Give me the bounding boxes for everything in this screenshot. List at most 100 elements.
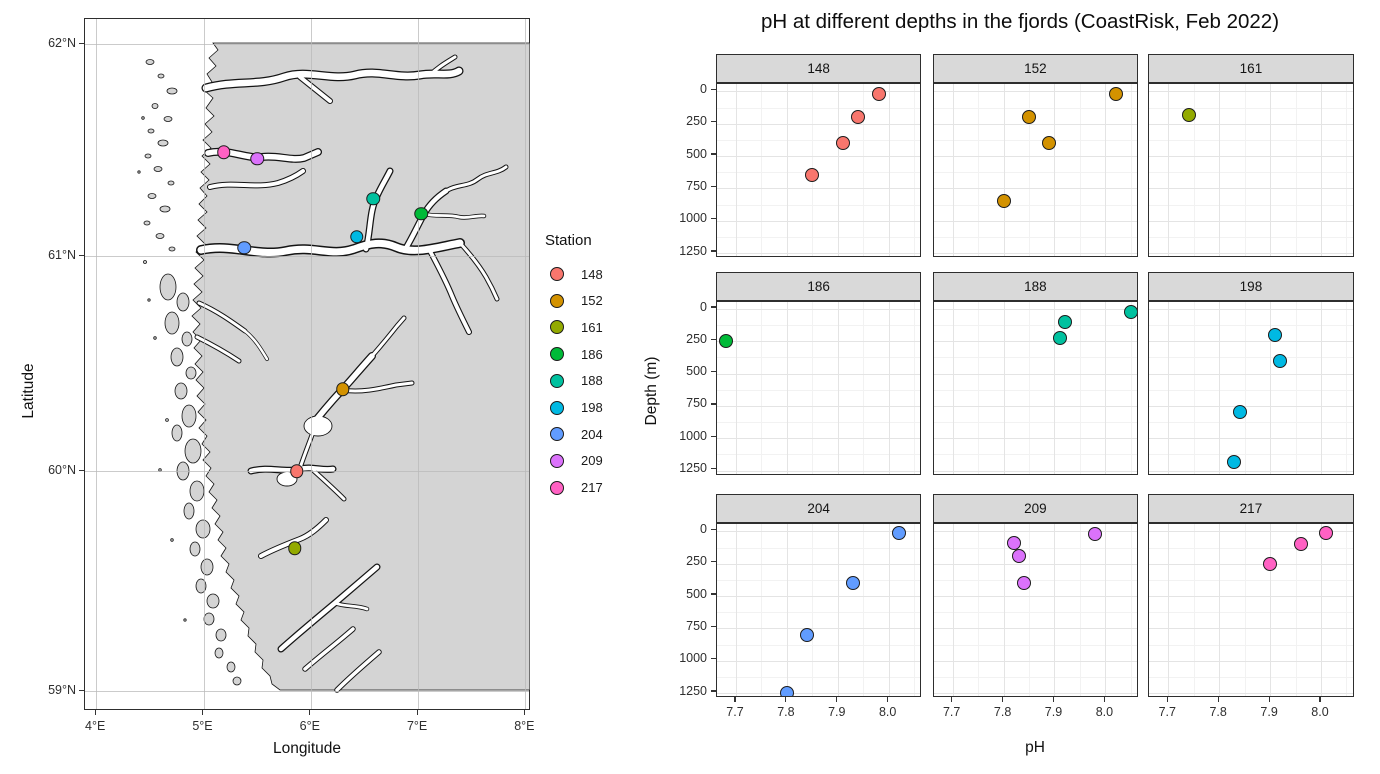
data-point-station-152 [1022,110,1037,125]
facet-panel-204 [716,522,922,698]
legend-item-label: 148 [581,266,603,282]
ph-tick-label: 7.7 [726,705,744,720]
gridline-major [1149,438,1353,440]
facet-strip-148: 148 [716,53,922,84]
gridline-major [717,373,921,375]
map-y-tick-mark [79,689,84,691]
depth-tick-label: 0 [700,81,707,96]
gridline-minor [1149,139,1353,141]
data-point-station-148 [835,136,850,151]
facet-panel-186 [716,299,922,475]
gridline-major [717,660,921,662]
gridline-major [1054,84,1056,257]
map-y-tick-mark [79,254,84,256]
gridline-minor [1149,454,1353,456]
gridline-minor [1149,612,1353,614]
gridline-minor [1149,422,1353,424]
gridline-major [1054,301,1056,474]
legend-item-209: 209 [541,449,651,473]
data-point-station-188 [1057,314,1072,329]
gridline-major [888,301,890,474]
gridline-major [1149,156,1353,158]
map-point-station-204 [237,240,252,255]
map-gridline [85,471,529,472]
gridline-minor [914,524,916,697]
gridline-major [837,84,839,257]
depth-tick-label: 750 [686,618,707,633]
depth-tick-mark [710,88,716,90]
gridline-major [933,563,1137,565]
depth-tick-mark [710,121,716,123]
depth-tick-label: 500 [686,586,707,601]
ph-tick-label: 7.9 [1260,705,1278,720]
gridline-major [717,628,921,630]
legend-item-152: 152 [541,289,651,313]
data-point-station-198 [1273,353,1288,368]
ph-tick-label: 8.0 [1095,705,1114,720]
depth-tick-label: 500 [686,146,707,161]
legend-title: Station [545,232,592,249]
gridline-major [1270,301,1272,474]
gridline-major [837,524,839,697]
gridline-minor [717,579,921,581]
map-point-station-198 [350,230,364,244]
depth-tick-mark [710,371,716,373]
ph-tick-mark [785,697,787,703]
gridline-minor [812,524,814,697]
gridline-minor [1346,301,1348,474]
gridline-major [1270,84,1272,257]
depth-tick-mark [710,625,716,627]
gridline-minor [933,644,1137,646]
gridline-minor [933,612,1137,614]
gridline-major [786,301,788,474]
facet-panel-209 [932,522,1138,698]
gridline-major [1105,524,1107,697]
facet-panel-217 [1148,522,1354,698]
gridline-minor [1149,389,1353,391]
gridline-major [1320,301,1322,474]
depth-tick-label: 1000 [679,651,707,666]
gridline-major [1219,301,1221,474]
gridline-minor [1029,301,1031,474]
gridline-major [1219,84,1221,257]
data-point-station-209 [1011,548,1026,563]
gridline-major [717,596,921,598]
data-point-station-204 [846,576,861,591]
legend-item-188: 188 [541,369,651,393]
facet-panel-188 [932,299,1138,475]
ph-tick-mark [1002,697,1004,703]
gridline-major [1003,524,1005,697]
legend-item-198: 198 [541,396,651,420]
gridline-minor [1029,84,1031,257]
map-point-station-209 [250,151,264,166]
gridline-minor [717,454,921,456]
gridline-minor [933,172,1137,174]
map-y-tick-label: 62°N [48,35,76,50]
depth-tick-mark [710,690,716,692]
gridline-major [933,438,1137,440]
gridline-major [1149,660,1353,662]
ph-tick-mark [1166,697,1168,703]
data-point-station-188 [1052,331,1067,346]
ph-tick-label: 7.8 [1209,705,1227,720]
ph-tick-mark [1103,697,1105,703]
gridline-minor [933,325,1137,327]
map-x-tick-label: 6°E [299,719,320,733]
gridline-minor [717,644,921,646]
legend-item-label: 161 [581,319,603,335]
gridline-major [1003,301,1005,474]
gridline-minor [717,612,921,614]
depth-tick-mark [710,593,716,595]
ph-tick-mark [836,697,838,703]
facet-panel-152 [932,82,1138,258]
legend-key-circle-icon [550,400,564,415]
data-point-station-188 [1123,304,1137,319]
gridline-major [933,531,1137,533]
gridline-major [933,693,1137,695]
gridline-minor [1149,172,1353,174]
gridline-major [1219,524,1221,697]
map-gridline [96,19,98,709]
gridline-major [717,220,921,222]
gridline-minor [1079,84,1081,257]
